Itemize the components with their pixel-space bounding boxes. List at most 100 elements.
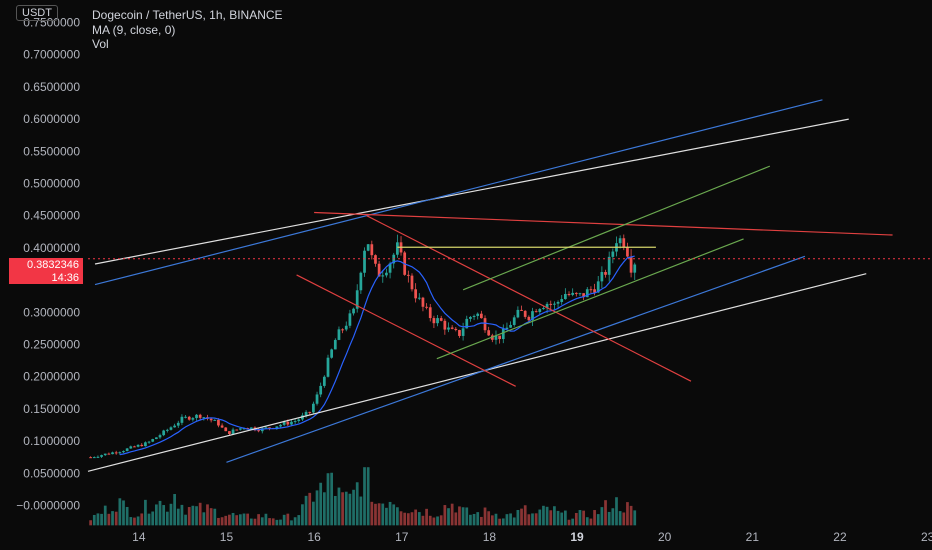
candle-body — [337, 329, 341, 340]
candle-body — [363, 250, 366, 273]
y-tick-label: 0.1000000 — [23, 434, 80, 448]
x-tick-label: 22 — [833, 530, 847, 544]
candle-body — [257, 430, 260, 432]
volume-bar — [118, 498, 122, 526]
candle-body — [593, 289, 596, 293]
candle-body — [618, 238, 622, 244]
volume-bar — [432, 517, 436, 526]
candle-body — [249, 427, 253, 430]
volume-bar — [96, 513, 100, 526]
trendline — [366, 215, 692, 382]
volume-bar — [501, 518, 505, 526]
trendlines[interactable] — [87, 99, 893, 472]
volume-bar — [571, 518, 575, 526]
trendline — [296, 274, 516, 387]
volume-bar — [523, 505, 527, 526]
candle-body — [629, 256, 633, 273]
volume-bar — [304, 495, 308, 526]
candle-body — [549, 303, 553, 305]
volume-bar — [238, 514, 242, 526]
volume-bar — [585, 517, 589, 526]
candle-body — [180, 416, 184, 423]
volume-bar — [538, 509, 542, 526]
volume-bar — [147, 513, 151, 526]
price-axis[interactable]: 0.7500000 0.7000000 0.6500000 0.6000000 0.55… — [16, 16, 80, 513]
volume-bar — [158, 500, 162, 526]
candle-body — [322, 376, 326, 386]
volume-bar — [333, 495, 337, 526]
y-tick-label: 0.5000000 — [23, 177, 80, 191]
volume-bar — [209, 508, 213, 526]
x-tick-label: 23 — [921, 530, 932, 544]
candle-body — [260, 428, 264, 432]
y-tick-label: 0.4500000 — [23, 209, 80, 223]
volume-bar — [396, 507, 399, 526]
candle-body — [187, 416, 191, 420]
volume-bar — [290, 520, 293, 526]
candle-body — [348, 313, 352, 326]
volume-bar — [198, 502, 202, 526]
volume-bar — [136, 516, 140, 526]
candle-body — [231, 429, 235, 434]
volume-bar — [596, 514, 600, 526]
candle-body — [290, 421, 293, 425]
candle-body — [165, 429, 169, 431]
candle-body — [600, 272, 604, 282]
volume-bar — [487, 511, 491, 526]
candle-body — [596, 281, 600, 293]
volume-bar — [191, 505, 195, 526]
candle-body — [472, 315, 476, 317]
volume-bar — [574, 513, 578, 526]
candle-body — [151, 439, 155, 442]
volume-bar — [184, 514, 187, 526]
candle-body — [352, 308, 355, 314]
candle-body — [312, 403, 315, 413]
volume-bar — [520, 508, 523, 526]
volume-bar — [111, 511, 114, 526]
candle-body — [308, 411, 312, 413]
candle-body — [421, 297, 425, 307]
candlesticks — [89, 234, 637, 459]
candle-body — [129, 446, 133, 449]
volume-bar — [633, 510, 637, 526]
candle-body — [589, 289, 593, 291]
volume-bar — [249, 518, 253, 526]
candle-body — [571, 292, 575, 295]
volume-bar — [385, 507, 388, 526]
volume-bar — [107, 513, 111, 526]
volume-bar — [355, 482, 359, 526]
ma-indicator-label[interactable]: MA (9, close, 0) — [92, 22, 176, 37]
time-axis[interactable]: 14 15 16 17 18 19 20 21 22 23 — [132, 530, 932, 544]
candle-body — [100, 455, 103, 457]
chart-legend: Dogecoin / TetherUS, 1h, BINANCE MA (9, … — [92, 8, 283, 52]
candle-body — [406, 274, 410, 276]
y-tick-label: 0.0500000 — [23, 466, 80, 480]
volume-bar — [315, 490, 319, 526]
volume-bar — [275, 519, 279, 526]
volume-bar — [129, 517, 133, 526]
volume-bar — [567, 519, 571, 526]
candle-body — [238, 428, 242, 430]
volume-bar — [114, 511, 118, 526]
candle-body — [103, 453, 107, 456]
y-tick-label: 0.2000000 — [23, 370, 80, 384]
volume-bar — [293, 517, 297, 526]
candle-body — [297, 419, 301, 422]
candle-body — [217, 419, 220, 426]
volume-bar — [549, 510, 553, 526]
volume-bar — [151, 511, 155, 526]
candle-body — [377, 263, 381, 277]
volume-bar — [92, 514, 96, 526]
volume-bar — [297, 515, 301, 526]
volume-bar — [476, 512, 480, 526]
candle-body — [611, 251, 615, 257]
candle-body — [523, 310, 527, 317]
candle-body — [483, 318, 487, 331]
volume-bar — [154, 504, 158, 526]
volume-indicator-label[interactable]: Vol — [92, 37, 109, 51]
currency-selector[interactable]: USDT — [16, 5, 58, 21]
volume-bar — [454, 512, 458, 526]
symbol-title[interactable]: Dogecoin / TetherUS, 1h, BINANCE — [92, 8, 283, 22]
candle-body — [487, 330, 491, 336]
